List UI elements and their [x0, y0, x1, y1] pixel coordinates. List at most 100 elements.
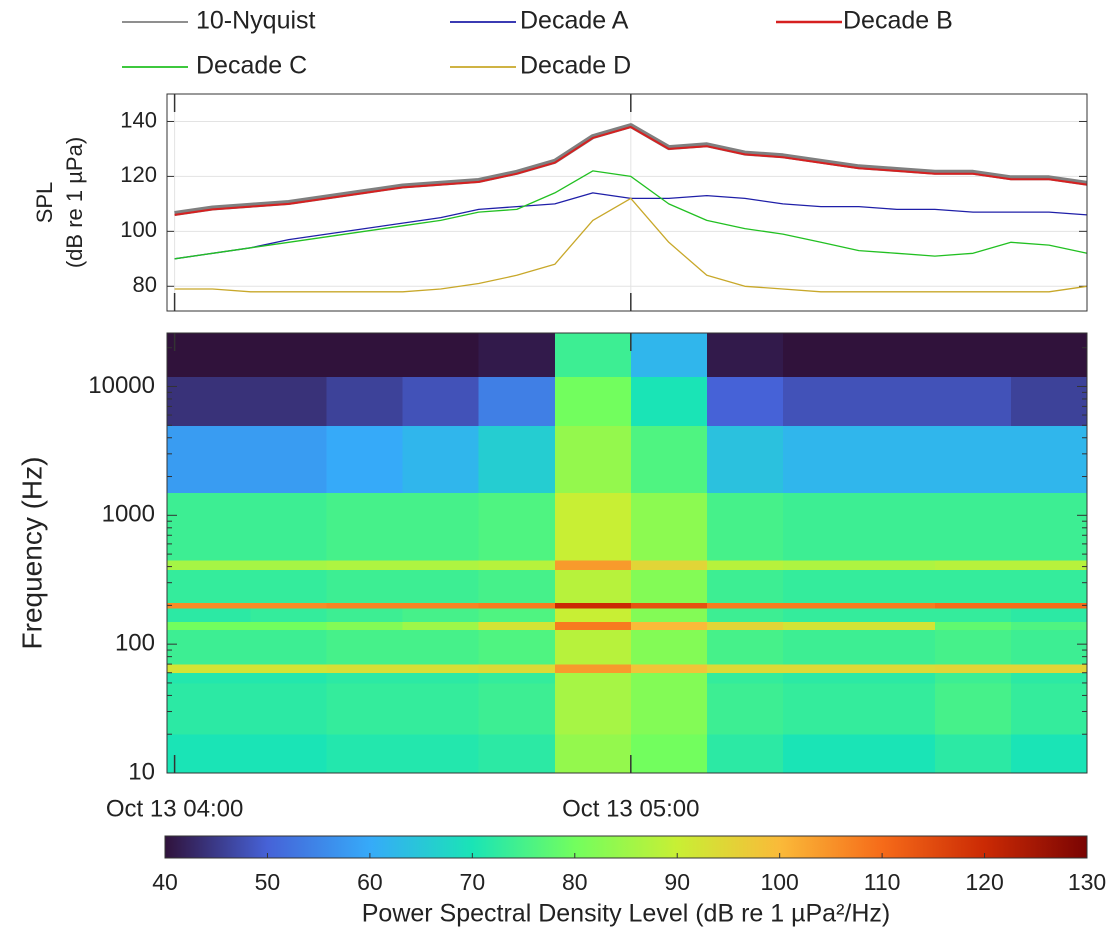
colorbar: [164, 835, 1088, 859]
heat-cell: [630, 682, 708, 735]
heat-cell: [858, 672, 936, 684]
heat-cell: [858, 569, 936, 604]
heat-cell: [782, 621, 860, 630]
heat-cell: [1011, 608, 1088, 622]
heat-cell: [250, 333, 328, 377]
heat-cell: [706, 376, 784, 426]
heat-cell: [478, 734, 556, 774]
heat-cell: [630, 376, 708, 426]
heat-cell: [250, 608, 328, 622]
y-tick-label: 140: [120, 107, 157, 132]
legend-label: Decade D: [520, 52, 631, 80]
heat-cell: [706, 492, 784, 561]
heat-cell: [326, 560, 404, 570]
heat-cell: [782, 376, 860, 426]
heat-cell: [934, 569, 1012, 604]
heat-cell: [326, 621, 404, 630]
heat-cell: [1011, 376, 1088, 426]
heat-cell: [1011, 602, 1088, 609]
heat-cell: [858, 608, 936, 622]
heat-cell: [554, 376, 632, 426]
heat-cell: [782, 492, 860, 561]
heat-cell: [167, 682, 252, 735]
heat-cell: [706, 425, 784, 494]
heat-cell: [782, 672, 860, 684]
heat-cell: [250, 629, 328, 665]
series-line: [174, 123, 1088, 216]
heat-cell: [630, 333, 708, 377]
colorbar-tick-label: 130: [1068, 869, 1106, 895]
heat-cell: [554, 672, 632, 684]
heat-cell: [782, 602, 860, 609]
heat-cell: [934, 664, 1012, 674]
legend-label: Decade A: [520, 7, 629, 35]
heat-cell: [858, 376, 936, 426]
heat-cell: [478, 602, 556, 609]
heat-cell: [858, 664, 936, 674]
heat-cell: [630, 672, 708, 684]
heat-cell: [858, 333, 936, 377]
heat-cell: [554, 621, 632, 630]
heat-cell: [326, 376, 404, 426]
heat-cell: [934, 492, 1012, 561]
heat-cell: [706, 664, 784, 674]
heat-cell: [167, 560, 252, 570]
heat-cell: [934, 425, 1012, 494]
heat-cell: [402, 608, 480, 622]
heat-cell: [402, 682, 480, 735]
heat-cell: [250, 734, 328, 774]
heat-cell: [326, 664, 404, 674]
heat-cell: [934, 629, 1012, 665]
heat-cell: [858, 560, 936, 570]
plot-area: [167, 94, 1087, 311]
heat-cell: [478, 425, 556, 494]
heat-cell: [706, 608, 784, 622]
heat-cell: [554, 608, 632, 622]
heat-cell: [858, 492, 936, 561]
y-tick-label: 10: [128, 758, 155, 785]
y-axis-label: SPL: [32, 182, 57, 224]
colorbar-tick-label: 90: [664, 869, 690, 895]
series-line: [174, 126, 1088, 216]
heat-cell: [167, 621, 252, 630]
heat-cell: [478, 560, 556, 570]
series-line: [174, 197, 1088, 293]
heat-cell: [706, 682, 784, 735]
heat-cell: [706, 569, 784, 604]
heat-cell: [630, 629, 708, 665]
heat-cell: [706, 672, 784, 684]
heat-cell: [782, 682, 860, 735]
heat-cell: [167, 333, 252, 377]
heat-cell: [630, 425, 708, 494]
heat-cell: [706, 734, 784, 774]
heat-cell: [858, 425, 936, 494]
heat-cell: [326, 425, 404, 494]
heat-cell: [250, 492, 328, 561]
heat-cell: [934, 376, 1012, 426]
heat-cell: [167, 425, 252, 494]
heat-cell: [326, 629, 404, 665]
heat-cell: [1011, 682, 1088, 735]
heat-cell: [782, 629, 860, 665]
heat-cell: [554, 629, 632, 665]
colorbar-tick-label: 60: [357, 869, 383, 895]
heat-cell: [630, 569, 708, 604]
heat-cell: [630, 734, 708, 774]
heat-cell: [554, 492, 632, 561]
heat-cell: [706, 621, 784, 630]
heat-cell: [1011, 621, 1088, 630]
heat-cell: [167, 602, 252, 609]
heat-cell: [250, 621, 328, 630]
heat-cell: [554, 682, 632, 735]
heat-cell: [402, 560, 480, 570]
y-tick-label: 120: [120, 162, 157, 187]
heat-cell: [1011, 569, 1088, 604]
heat-cell: [478, 621, 556, 630]
heat-cell: [554, 664, 632, 674]
heat-cell: [402, 492, 480, 561]
heat-cell: [478, 682, 556, 735]
heat-cell: [250, 376, 328, 426]
heat-cell: [706, 560, 784, 570]
heat-cell: [478, 664, 556, 674]
